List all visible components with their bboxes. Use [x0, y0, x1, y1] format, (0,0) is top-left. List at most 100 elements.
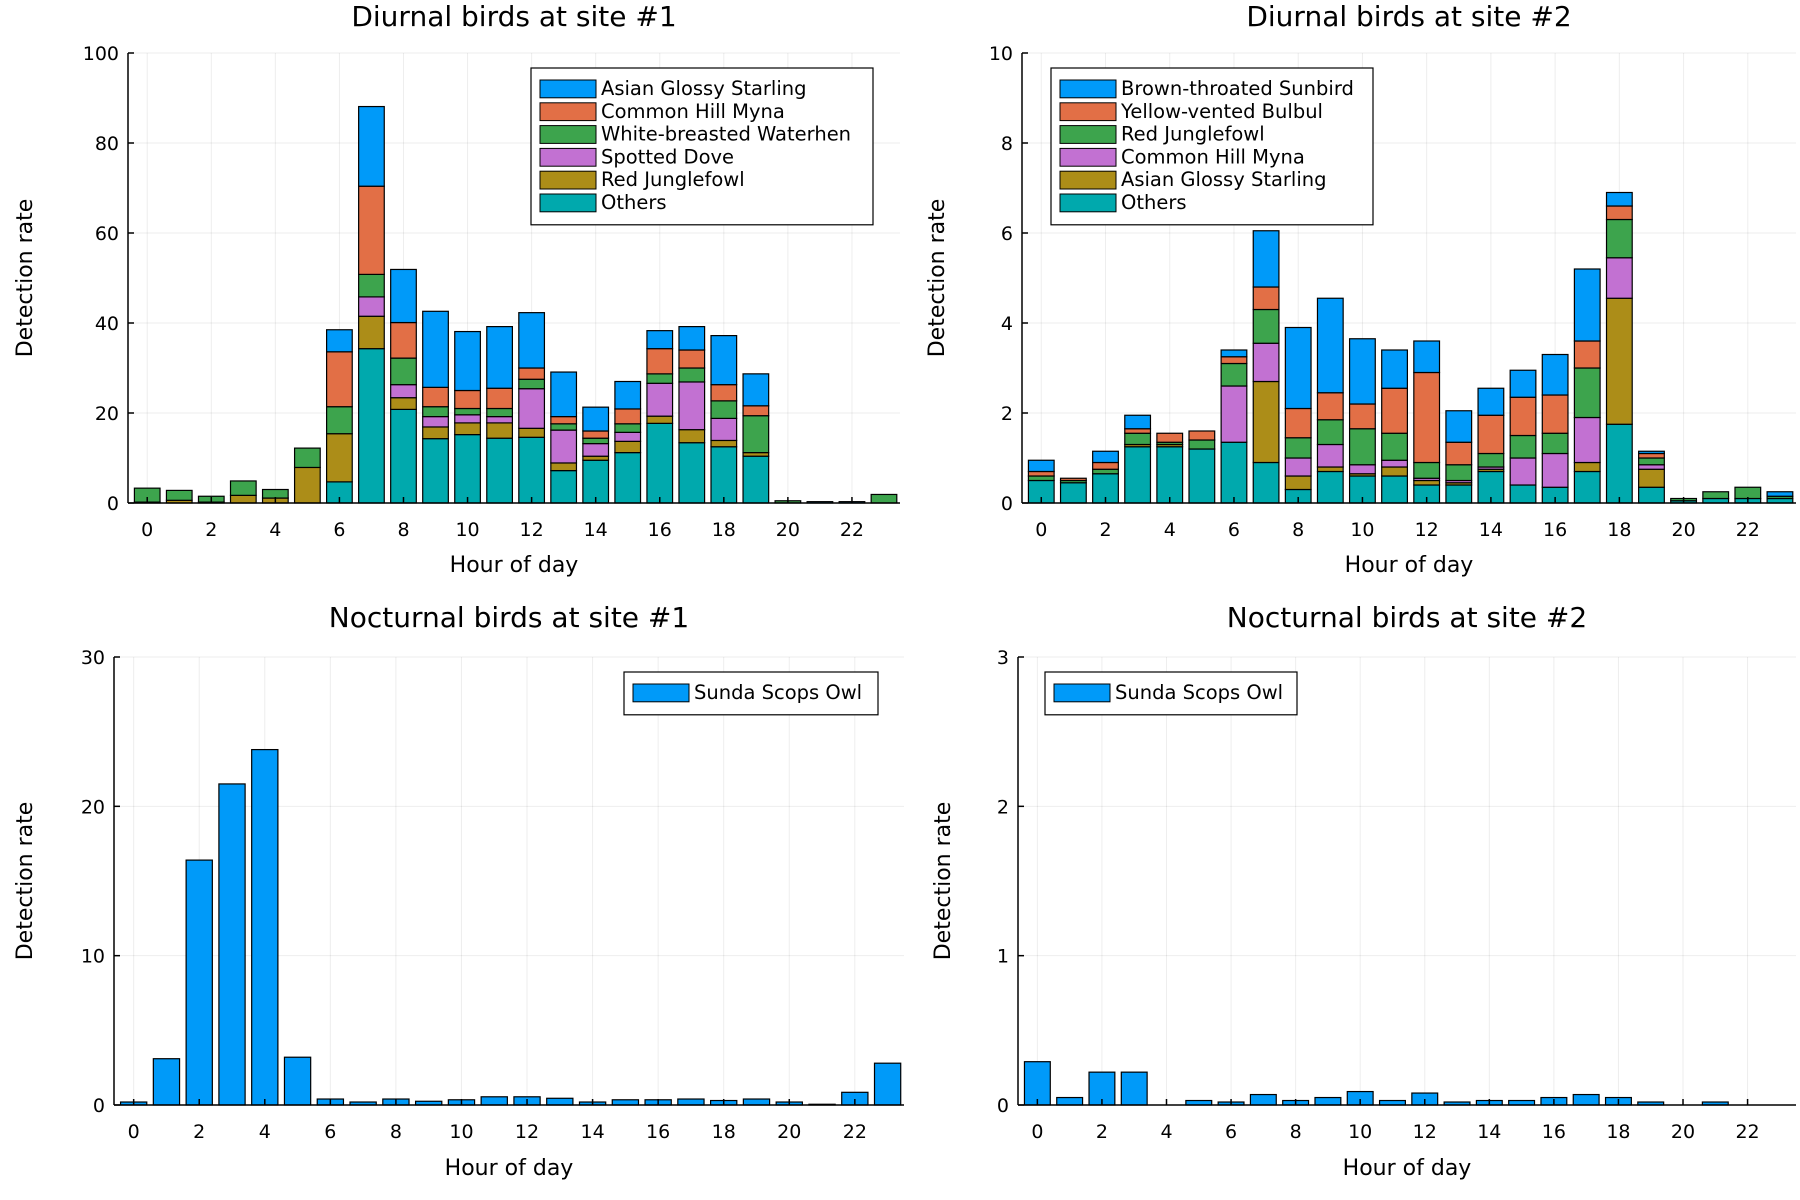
y-tick-label: 1: [997, 946, 1009, 968]
legend-box: [623, 671, 879, 716]
bar: [1381, 387, 1408, 434]
bar: [422, 426, 449, 440]
bar: [646, 373, 674, 384]
bar: [1413, 340, 1441, 374]
x-tick-label: 2: [193, 1121, 205, 1143]
bar: [1445, 484, 1473, 504]
bar: [422, 386, 449, 408]
bar: [1252, 342, 1280, 383]
legend-swatch: [1053, 683, 1111, 703]
y-axis-label: Detection rate: [931, 802, 956, 961]
x-tick-label: 18: [712, 519, 736, 541]
x-tick-label: 16: [1543, 519, 1567, 541]
bar: [422, 416, 449, 428]
bar: [1188, 448, 1216, 504]
bar: [582, 406, 610, 432]
series-red-junglefowl: [1027, 218, 1794, 502]
bar: [358, 273, 385, 298]
bar: [1509, 457, 1537, 486]
bar: [550, 429, 578, 464]
legend-label: Brown-throated Sunbird: [1121, 77, 1354, 100]
x-tick-label: 10: [449, 1121, 473, 1143]
bar: [1541, 394, 1569, 434]
bar: [614, 431, 642, 442]
bar: [1573, 367, 1601, 419]
bar: [165, 489, 193, 501]
bar: [152, 1058, 181, 1106]
bar: [1605, 205, 1633, 221]
bar: [1541, 452, 1569, 488]
bar: [518, 312, 546, 369]
bar: [486, 407, 513, 418]
chart-title: Nocturnal birds at site #2: [1227, 601, 1587, 634]
bar: [582, 455, 610, 461]
bar: [422, 310, 449, 388]
bar: [1124, 428, 1152, 434]
bar: [1605, 423, 1633, 504]
bar: [1605, 297, 1633, 425]
bar: [454, 422, 481, 436]
bar: [550, 371, 578, 418]
x-tick-label: 12: [1413, 1121, 1437, 1143]
legend-swatch: [539, 147, 597, 167]
legend-label: Others: [1121, 191, 1187, 214]
legend-swatch: [539, 125, 597, 144]
legend: Sunda Scops Owl: [1044, 671, 1298, 716]
series-common-hill-myna: [1220, 257, 1665, 488]
bar: [1605, 218, 1633, 259]
bar: [646, 382, 674, 417]
x-tick-label: 14: [1479, 519, 1503, 541]
legend-swatch: [1059, 147, 1117, 167]
series-sunda-scops-owl: [1023, 1061, 1729, 1106]
bar: [1605, 257, 1633, 299]
bar: [518, 388, 546, 429]
legend-swatch: [1059, 170, 1117, 190]
y-tick-label: 60: [95, 223, 119, 245]
legend-label: Common Hill Myna: [601, 100, 785, 123]
bar: [390, 408, 417, 504]
y-axis-label: Detection rate: [13, 802, 38, 961]
legend-label: Asian Glossy Starling: [601, 77, 807, 100]
bar: [1348, 464, 1376, 475]
bar: [1284, 326, 1312, 410]
x-tick-label: 0: [128, 1121, 140, 1143]
bar: [358, 315, 385, 350]
bar: [1124, 414, 1152, 430]
bar: [1314, 1096, 1342, 1106]
bar: [1220, 349, 1248, 358]
bar: [710, 417, 738, 442]
bar: [358, 296, 385, 317]
bar: [1156, 432, 1184, 443]
legend-label: White-breasted Waterhen: [601, 123, 851, 146]
x-tick-label: 8: [1290, 1121, 1302, 1143]
bar: [646, 415, 674, 424]
y-tick-label: 20: [81, 796, 105, 818]
bar: [390, 397, 417, 411]
bar: [1284, 475, 1312, 491]
bar: [1220, 441, 1248, 504]
bar: [614, 423, 642, 433]
bar: [1249, 1093, 1277, 1106]
bar: [582, 459, 610, 504]
legend-label: Sunda Scops Owl: [694, 681, 862, 704]
bar: [1092, 450, 1119, 464]
legend-swatch: [539, 193, 597, 213]
bar: [1509, 484, 1537, 504]
bar: [1573, 470, 1601, 504]
y-axis-label: Detection rate: [925, 199, 950, 358]
series-spotted-dove: [358, 296, 738, 464]
x-tick-label: 22: [1736, 519, 1760, 541]
bar: [1284, 437, 1312, 459]
bar: [1573, 340, 1601, 369]
bar: [1445, 441, 1473, 466]
bar: [1220, 362, 1248, 387]
series-white-breasted-waterhen: [133, 273, 898, 504]
chart-title: Diurnal birds at site #2: [1246, 0, 1571, 33]
legend-label: Spotted Dove: [601, 145, 734, 168]
bar: [1509, 396, 1537, 437]
x-tick-label: 6: [1228, 519, 1240, 541]
bar: [614, 408, 642, 425]
bar: [390, 384, 417, 399]
bar: [358, 185, 385, 275]
